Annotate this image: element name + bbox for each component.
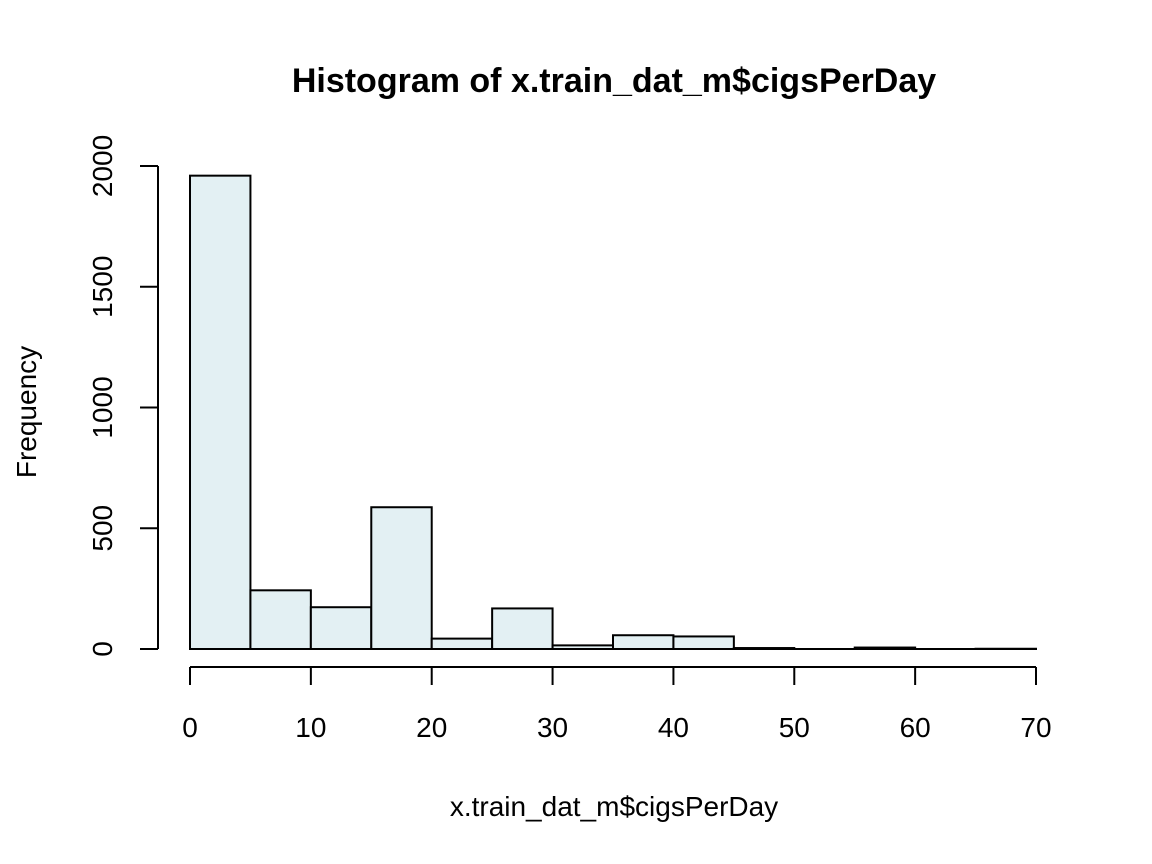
y-axis-label: Frequency — [11, 346, 42, 478]
y-tick-label: 2000 — [87, 135, 118, 197]
histogram-bar — [612, 634, 675, 650]
histogram-bar — [551, 644, 614, 651]
x-tick-label: 70 — [1020, 712, 1051, 743]
y-tick-label: 1500 — [87, 256, 118, 318]
y-tick-label: 1000 — [87, 376, 118, 438]
histogram-bar — [370, 506, 433, 650]
y-axis: 0 500 1000 1500 2000 — [87, 135, 159, 657]
chart-title: Histogram of x.train_dat_m$cigsPerDay — [292, 62, 936, 100]
x-tick-label: 0 — [182, 712, 198, 743]
histogram-bar — [853, 646, 917, 651]
histogram-bar — [249, 589, 312, 650]
bars-group — [189, 174, 1037, 651]
histogram-bar — [491, 607, 554, 650]
x-axis: 0 10 20 30 40 50 60 70 — [182, 666, 1052, 743]
histogram-bar — [430, 637, 494, 650]
x-tick-label: 50 — [779, 712, 810, 743]
x-axis-label: x.train_dat_m$cigsPerDay — [450, 791, 778, 822]
histogram-bar — [732, 647, 796, 650]
y-tick-label: 500 — [87, 505, 118, 552]
histogram-bar — [309, 606, 373, 651]
x-tick-label: 10 — [295, 712, 326, 743]
x-tick-label: 40 — [658, 712, 689, 743]
histogram-bar — [672, 635, 735, 651]
x-tick-label: 60 — [900, 712, 931, 743]
x-tick-label: 30 — [537, 712, 568, 743]
histogram-bar — [189, 174, 252, 650]
x-tick-label: 20 — [416, 712, 447, 743]
y-tick-label: 0 — [87, 641, 118, 657]
